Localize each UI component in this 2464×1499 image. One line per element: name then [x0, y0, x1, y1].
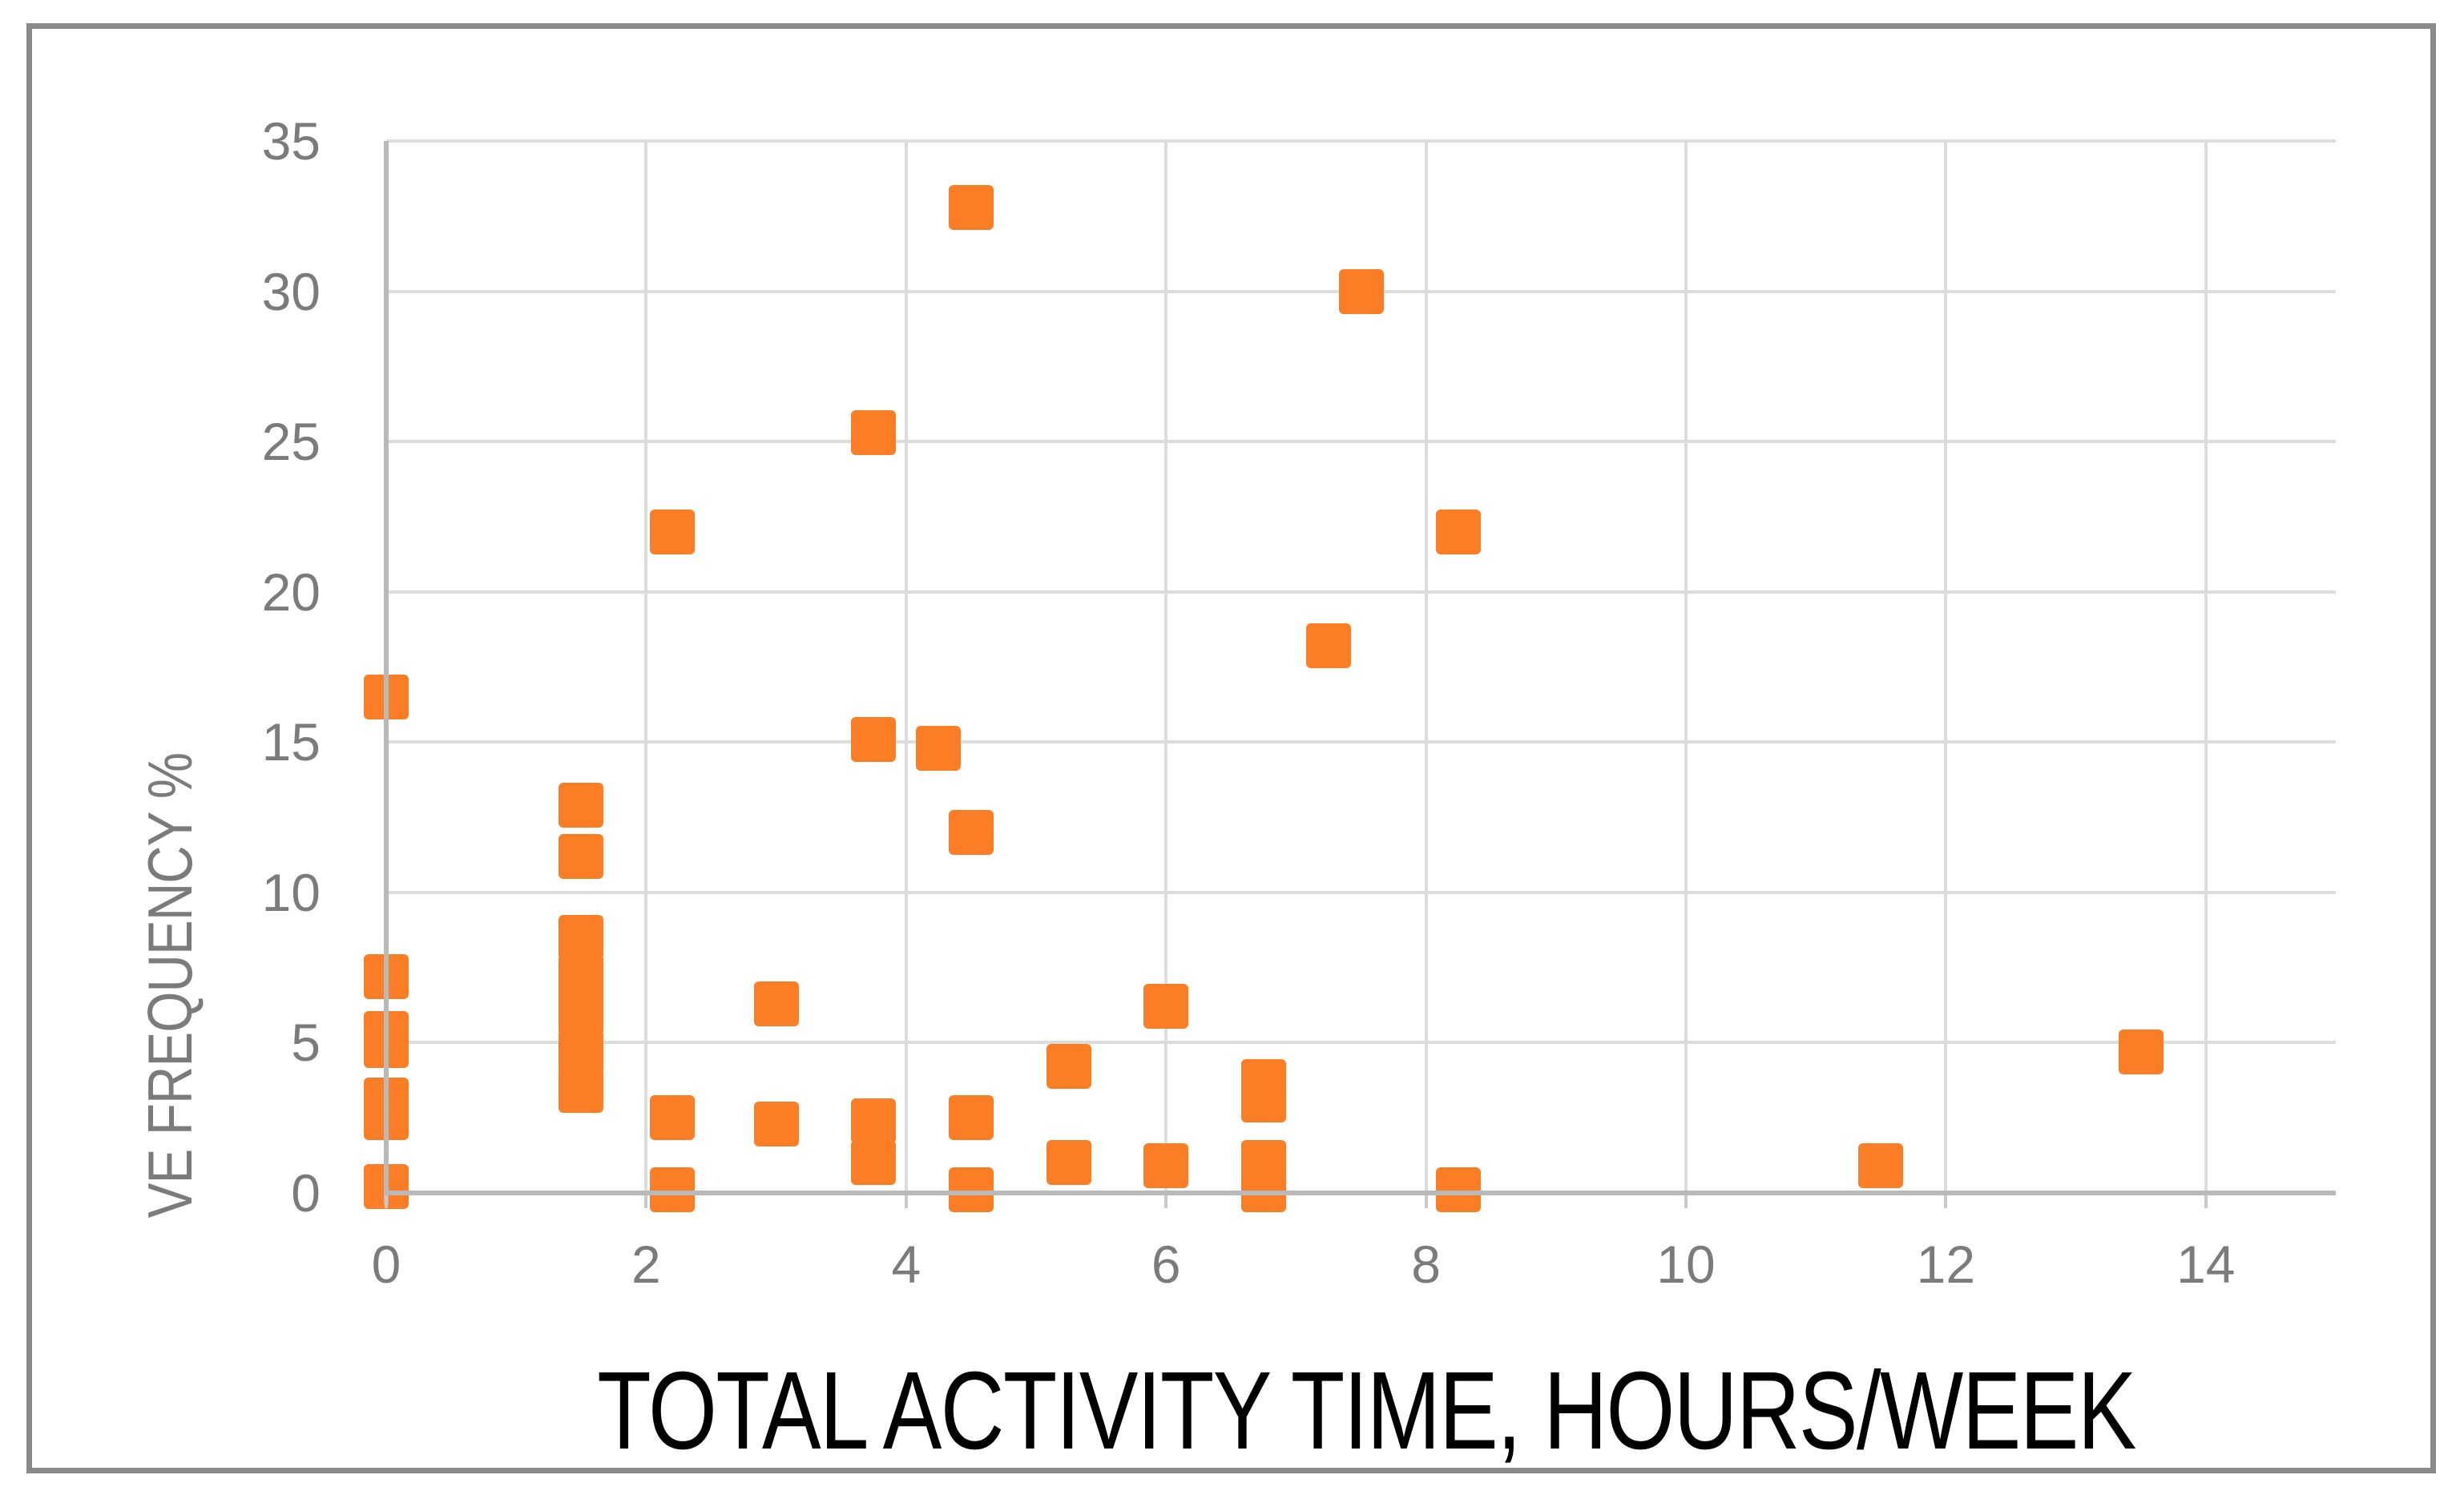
data-point-marker: [2118, 1029, 2164, 1074]
data-point-marker: [649, 1167, 695, 1213]
data-point-marker: [1338, 268, 1384, 314]
y-tick-label-20: 20: [261, 562, 321, 622]
data-point-marker: [559, 783, 604, 828]
v-gridline-2: [644, 141, 648, 1193]
data-point-marker: [559, 915, 604, 961]
v-gridline-4: [904, 141, 908, 1193]
data-point-marker: [851, 1098, 897, 1143]
data-point-marker: [1046, 1044, 1091, 1090]
x-axis-tick-mark: [1944, 1195, 1948, 1208]
data-point-marker: [649, 509, 695, 554]
x-axis-tick-mark: [1424, 1195, 1428, 1208]
data-point-marker: [948, 1095, 994, 1141]
data-point-marker: [1305, 623, 1351, 669]
data-point-marker: [1046, 1140, 1091, 1186]
x-axis-tick-mark: [904, 1195, 908, 1208]
v-gridline-14: [2204, 141, 2208, 1193]
data-point-marker: [1436, 1167, 1482, 1213]
y-tick-label-30: 30: [261, 261, 321, 321]
x-tick-label-2: 2: [631, 1235, 661, 1294]
data-point-marker: [559, 1068, 604, 1114]
data-point-marker: [851, 1140, 897, 1186]
h-gridline-20: [386, 590, 2336, 594]
y-tick-label-35: 35: [261, 111, 321, 171]
plot-area: [364, 139, 2336, 1213]
x-tick-label-4: 4: [891, 1235, 921, 1294]
data-point-marker: [1143, 1143, 1189, 1189]
data-point-marker: [559, 1029, 604, 1074]
x-tick-label-0: 0: [371, 1235, 401, 1294]
h-gridline-25: [386, 440, 2336, 444]
data-point-marker: [948, 1167, 994, 1213]
x-axis-tick-mark: [1164, 1195, 1168, 1208]
v-gridline-12: [1944, 141, 1948, 1193]
x-tick-label-14: 14: [2176, 1235, 2236, 1294]
y-axis-line: [384, 141, 389, 1204]
y-axis-title-text: VE FREQUENCY %: [135, 752, 205, 1219]
data-point-marker: [753, 1101, 799, 1146]
data-point-marker: [851, 409, 897, 455]
data-point-marker: [559, 833, 604, 879]
y-tick-label-0: 0: [291, 1163, 321, 1223]
v-gridline-6: [1164, 141, 1168, 1193]
x-axis-title: TOTAL ACTIVITY TIME, HOURS/WEEK: [597, 1349, 2136, 1473]
data-point-marker: [1436, 509, 1482, 554]
x-axis-line: [386, 1191, 2336, 1195]
data-point-marker: [1858, 1143, 1904, 1189]
h-gridline-10: [386, 890, 2336, 894]
x-tick-label-10: 10: [1656, 1235, 1716, 1294]
data-point-marker: [916, 725, 962, 771]
x-tick-label-6: 6: [1151, 1235, 1181, 1294]
h-gridline-5: [386, 1041, 2336, 1045]
y-tick-label-10: 10: [261, 862, 321, 922]
v-gridline-8: [1424, 141, 1428, 1193]
data-point-marker: [1143, 984, 1189, 1030]
chart-border: [26, 23, 2436, 1473]
x-axis-tick-mark: [1684, 1195, 1688, 1208]
data-point-marker: [1240, 1077, 1286, 1122]
x-axis-tick-mark: [644, 1195, 648, 1208]
y-tick-label-15: 15: [261, 712, 321, 772]
data-point-marker: [851, 716, 897, 762]
data-point-marker: [1240, 1167, 1286, 1213]
x-tick-label-12: 12: [1916, 1235, 1976, 1294]
y-tick-label-5: 5: [291, 1013, 321, 1073]
data-point-marker: [559, 989, 604, 1035]
x-axis-tick-mark: [385, 1195, 388, 1208]
h-gridline-15: [386, 740, 2336, 744]
data-point-marker: [948, 184, 994, 230]
x-axis-tick-mark: [2204, 1195, 2208, 1208]
data-point-marker: [753, 981, 799, 1026]
data-point-marker: [948, 809, 994, 855]
y-tick-label-25: 25: [261, 412, 321, 472]
v-gridline-10: [1684, 141, 1688, 1193]
x-tick-label-8: 8: [1411, 1235, 1441, 1294]
data-point-marker: [649, 1095, 695, 1141]
h-gridline-35: [386, 139, 2336, 143]
